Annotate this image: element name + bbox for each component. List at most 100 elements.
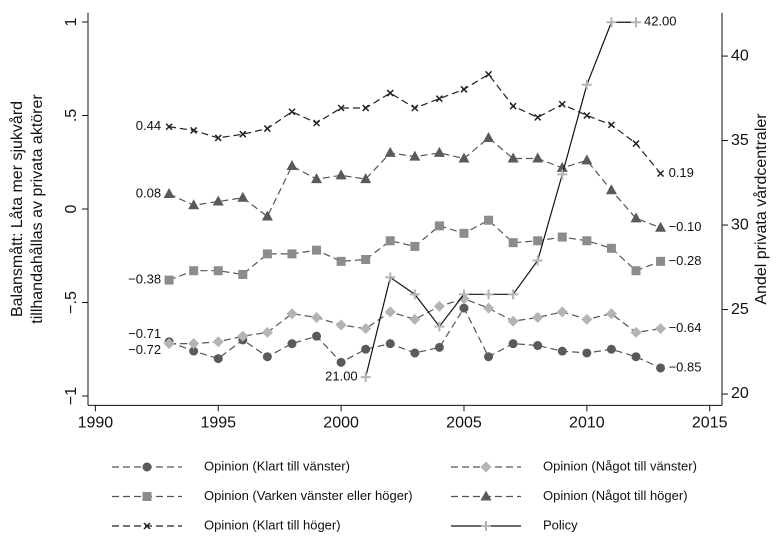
marker bbox=[336, 256, 346, 266]
legend-marker bbox=[480, 490, 492, 501]
marker bbox=[606, 17, 617, 28]
marker bbox=[459, 303, 469, 313]
marker bbox=[411, 104, 419, 112]
y2-axis-title: Andel privata vårdcentraler bbox=[752, 113, 770, 305]
y-tick-label: 0 bbox=[63, 204, 80, 213]
legend-marker bbox=[142, 462, 152, 472]
marker bbox=[630, 17, 641, 28]
legend-label: Opinion (Något till vänster) bbox=[543, 458, 697, 473]
legend-label: Opinion (Varken vänster eller höger) bbox=[204, 488, 413, 503]
marker bbox=[656, 363, 666, 373]
marker bbox=[508, 339, 518, 349]
marker bbox=[582, 348, 592, 358]
legend-marker bbox=[142, 492, 152, 501]
legend-marker bbox=[143, 522, 151, 530]
y2-tick-label: 25 bbox=[731, 301, 749, 318]
marker bbox=[385, 272, 396, 283]
marker bbox=[312, 331, 322, 341]
marker bbox=[532, 255, 543, 266]
legend-item: Opinion (Klart till vänster) bbox=[112, 458, 350, 473]
marker bbox=[163, 338, 175, 350]
marker bbox=[533, 236, 543, 246]
marker bbox=[335, 169, 347, 180]
y-tick-label: −1 bbox=[63, 387, 80, 405]
x-tick-label: 1990 bbox=[78, 415, 114, 432]
marker bbox=[189, 266, 199, 276]
marker bbox=[631, 266, 641, 276]
marker bbox=[484, 215, 494, 225]
value-label: −0.38 bbox=[128, 271, 161, 286]
marker bbox=[605, 184, 617, 195]
marker bbox=[165, 123, 173, 131]
value-label: −0.71 bbox=[128, 326, 161, 341]
marker bbox=[286, 159, 298, 170]
marker bbox=[630, 326, 642, 338]
marker bbox=[508, 238, 518, 248]
marker bbox=[434, 342, 444, 352]
y-axis-title: Balansmått: Låta mer sjukvård bbox=[8, 101, 26, 317]
legend-label: Opinion (Något till höger) bbox=[543, 488, 688, 503]
marker bbox=[657, 169, 665, 178]
marker bbox=[385, 236, 395, 246]
value-label: 21.00 bbox=[325, 369, 358, 384]
marker bbox=[360, 372, 371, 383]
series-line bbox=[169, 298, 661, 345]
marker bbox=[190, 126, 198, 134]
marker bbox=[607, 121, 615, 129]
y2-tick-label: 30 bbox=[731, 216, 749, 233]
marker bbox=[433, 300, 445, 312]
legend-marker bbox=[481, 521, 491, 531]
marker bbox=[237, 191, 249, 202]
marker bbox=[434, 221, 444, 231]
legend-item: Opinion (Varken vänster eller höger) bbox=[112, 488, 413, 503]
marker bbox=[483, 289, 494, 300]
marker bbox=[384, 146, 396, 157]
marker bbox=[238, 269, 248, 279]
marker bbox=[288, 108, 296, 116]
value-label: 42.00 bbox=[644, 14, 677, 29]
marker bbox=[386, 89, 394, 97]
legend-item: Opinion (Något till vänster) bbox=[451, 458, 697, 473]
marker bbox=[655, 221, 667, 232]
marker bbox=[508, 289, 519, 300]
marker bbox=[484, 352, 494, 362]
marker bbox=[212, 195, 224, 206]
marker bbox=[409, 313, 421, 325]
marker bbox=[460, 85, 468, 93]
x-tick-label: 1995 bbox=[200, 415, 236, 432]
marker bbox=[212, 336, 224, 348]
marker bbox=[458, 289, 469, 300]
marker bbox=[582, 236, 592, 246]
value-label: −0.10 bbox=[669, 219, 702, 234]
marker bbox=[483, 302, 495, 314]
marker bbox=[239, 130, 247, 138]
marker bbox=[213, 266, 223, 276]
marker bbox=[632, 140, 640, 148]
marker bbox=[384, 306, 396, 318]
marker bbox=[385, 339, 395, 349]
marker bbox=[605, 308, 617, 320]
marker bbox=[312, 245, 322, 255]
marker bbox=[410, 348, 420, 358]
y-tick-label: −.5 bbox=[63, 291, 80, 314]
marker bbox=[311, 173, 323, 184]
marker bbox=[631, 352, 641, 362]
marker bbox=[557, 346, 567, 356]
marker bbox=[360, 323, 372, 335]
value-label: −0.72 bbox=[128, 342, 161, 357]
value-label: −0.28 bbox=[669, 253, 702, 268]
legend-label: Policy bbox=[543, 517, 578, 532]
legend-marker bbox=[480, 461, 492, 473]
marker bbox=[434, 321, 445, 332]
value-label: −0.85 bbox=[669, 359, 702, 374]
marker bbox=[163, 188, 175, 199]
marker bbox=[262, 352, 272, 362]
marker bbox=[337, 104, 345, 112]
legend-item: Opinion (Något till höger) bbox=[451, 488, 688, 503]
x-tick-label: 2005 bbox=[446, 415, 482, 432]
value-label: 0.44 bbox=[136, 118, 161, 133]
value-label: 0.08 bbox=[136, 185, 161, 200]
y2-tick-label: 20 bbox=[731, 385, 749, 402]
marker bbox=[237, 330, 249, 342]
